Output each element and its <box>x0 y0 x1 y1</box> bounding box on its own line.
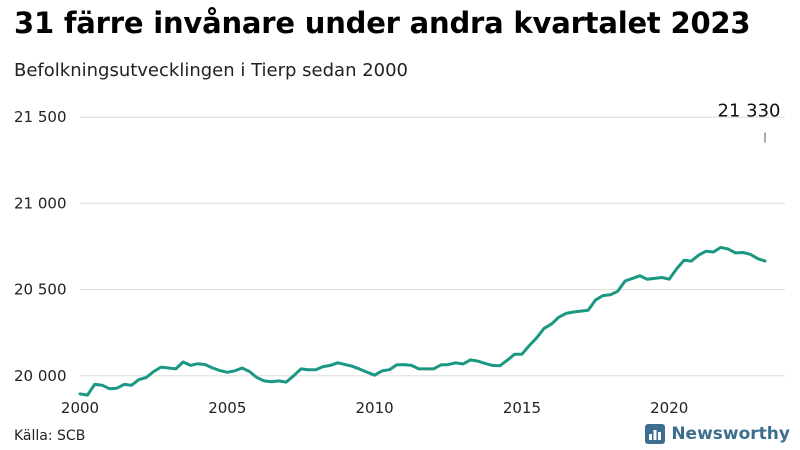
brand-logo: Newsworthy <box>645 424 790 444</box>
y-tick-label: 20 000 <box>14 367 67 385</box>
brand-name: Newsworthy <box>671 424 790 444</box>
bar-chart-icon <box>645 424 666 444</box>
x-tick-label: 2015 <box>503 399 541 417</box>
y-tick-label: 20 500 <box>14 281 67 299</box>
y-tick-label: 21 000 <box>14 194 67 212</box>
source-note: Källa: SCB <box>14 428 86 444</box>
annotation-label: 21 330 <box>718 101 781 122</box>
y-tick-label: 21 500 <box>14 108 67 126</box>
series-line <box>78 245 767 397</box>
x-tick-label: 2010 <box>356 399 394 417</box>
chart-title: 31 färre invånare under andra kvartalet … <box>14 6 751 40</box>
chart-subtitle: Befolkningsutvecklingen i Tierp sedan 20… <box>14 60 409 81</box>
x-tick-label: 2020 <box>650 399 688 417</box>
x-tick-label: 2005 <box>208 399 246 417</box>
x-tick-label: 2000 <box>61 399 99 417</box>
